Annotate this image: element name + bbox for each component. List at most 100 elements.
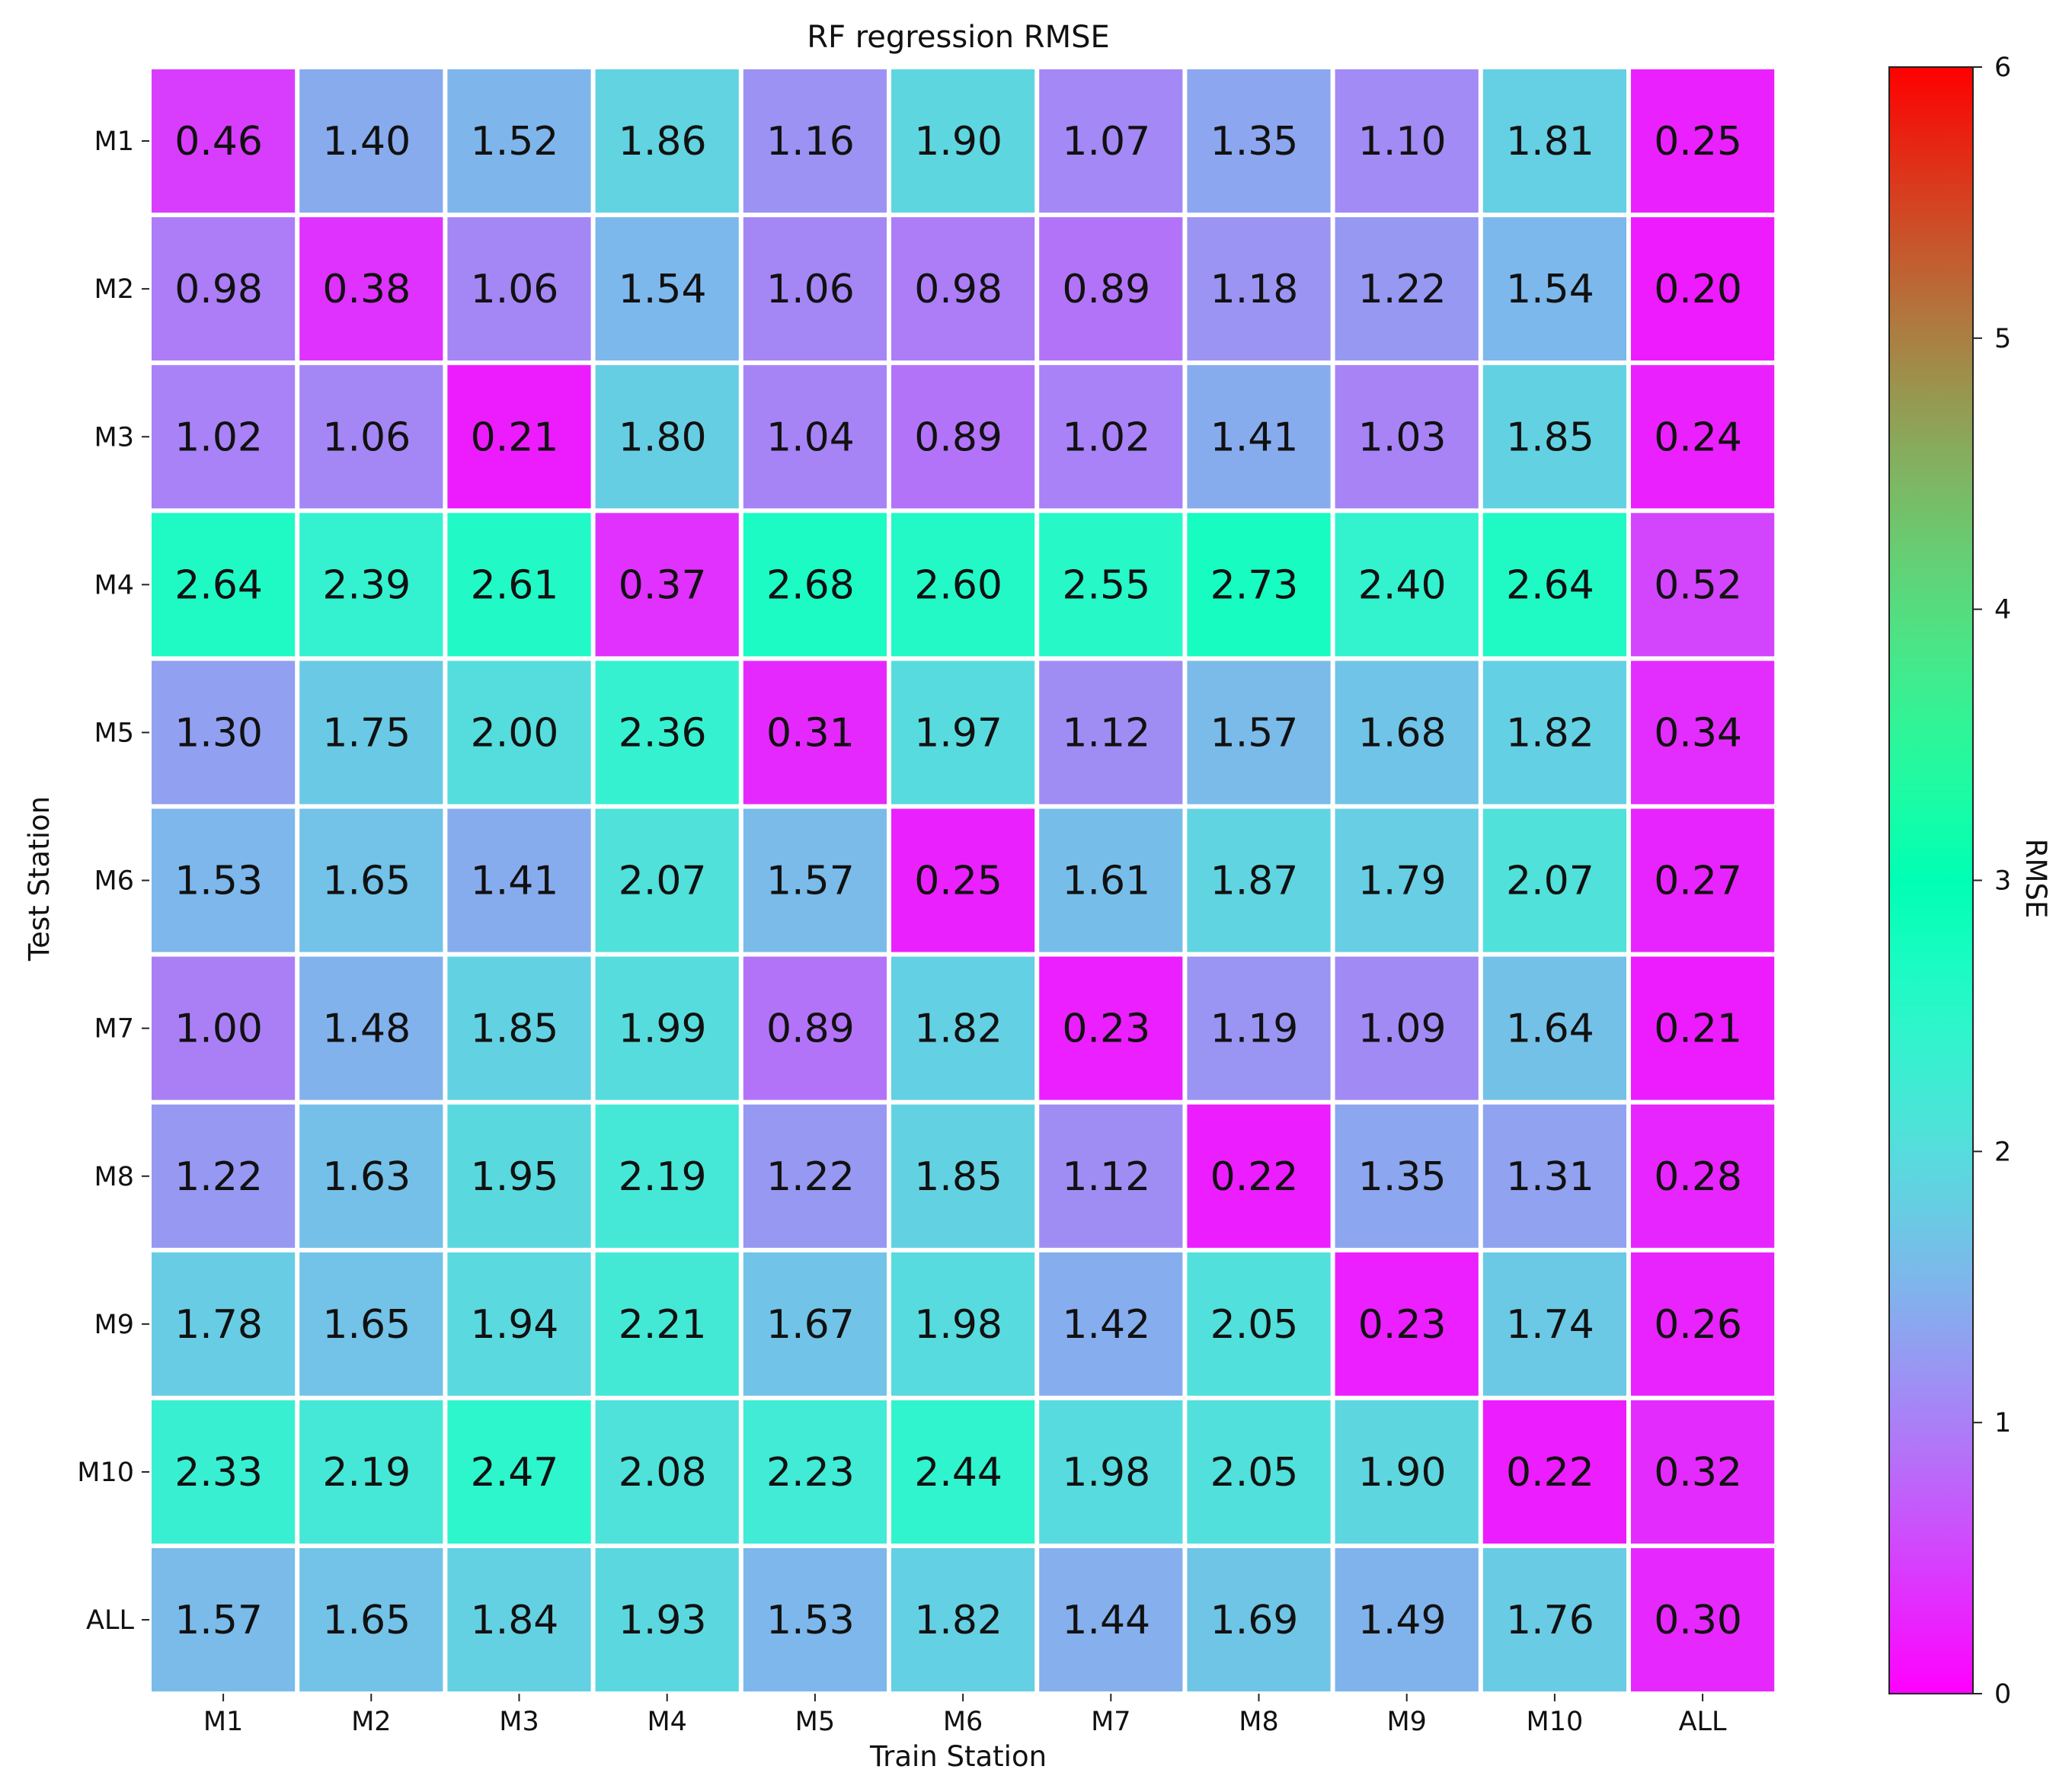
heatmap-cell xyxy=(1187,956,1331,1100)
heatmap-cell xyxy=(299,1548,443,1692)
heatmap-cell xyxy=(891,808,1035,952)
cell-value-label: 0.46 xyxy=(174,119,263,165)
y-tick-label: M8 xyxy=(94,1162,134,1192)
x-tick-label: M6 xyxy=(943,1707,983,1737)
cell-value-label: 1.00 xyxy=(174,1006,263,1052)
heatmap-cell xyxy=(891,1252,1035,1396)
cell-value-label: 0.26 xyxy=(1654,1302,1742,1348)
heatmap-cell xyxy=(447,1104,591,1248)
heatmap-cell xyxy=(1335,1252,1479,1396)
heatmap-cell xyxy=(1631,513,1775,657)
colorbar-tick-label: 5 xyxy=(1994,324,2011,354)
heatmap-cell xyxy=(1482,1548,1626,1692)
heatmap-cell xyxy=(1631,956,1775,1100)
cell-value-label: 0.32 xyxy=(1654,1450,1742,1496)
heatmap-cell xyxy=(1335,365,1479,509)
heatmap-cell xyxy=(152,661,296,805)
cell-value-label: 2.64 xyxy=(1506,562,1594,608)
heatmap-cell xyxy=(1039,661,1183,805)
heatmap-cell xyxy=(152,1548,296,1692)
cell-value-label: 2.19 xyxy=(619,1154,707,1200)
heatmap-cell xyxy=(595,513,739,657)
cell-value-label: 1.54 xyxy=(1506,267,1594,312)
cell-value-label: 1.22 xyxy=(766,1154,855,1200)
cell-value-label: 2.44 xyxy=(914,1450,1002,1496)
heatmap-cell xyxy=(299,956,443,1100)
cell-value-label: 2.47 xyxy=(471,1450,559,1496)
cell-value-label: 1.16 xyxy=(766,119,855,165)
x-tick-label: M8 xyxy=(1239,1707,1278,1737)
y-axis-label: Test Station xyxy=(23,796,56,961)
x-tick-label: M9 xyxy=(1386,1707,1426,1737)
heatmap-cell xyxy=(743,1252,887,1396)
cell-value-label: 1.48 xyxy=(322,1006,411,1052)
x-tick-label: M4 xyxy=(647,1707,686,1737)
heatmap-cell xyxy=(595,1548,739,1692)
heatmap-cell xyxy=(595,1104,739,1248)
cell-value-label: 1.22 xyxy=(1358,267,1447,312)
cell-value-label: 0.89 xyxy=(914,414,1002,460)
colorbar-tick-label: 1 xyxy=(1994,1408,2011,1438)
cell-value-label: 0.20 xyxy=(1654,267,1742,312)
cell-value-label: 1.98 xyxy=(914,1302,1002,1348)
cell-value-label: 1.78 xyxy=(174,1302,263,1348)
heatmap-cell xyxy=(1335,661,1479,805)
cell-value-label: 1.85 xyxy=(914,1154,1002,1200)
heatmap-cell xyxy=(743,808,887,952)
cell-value-label: 2.40 xyxy=(1358,562,1447,608)
cell-value-label: 1.30 xyxy=(174,710,263,756)
cell-value-label: 1.12 xyxy=(1062,1154,1150,1200)
heatmap-cell xyxy=(1482,365,1626,509)
heatmap-cell xyxy=(299,513,443,657)
colorbar-label: RMSE xyxy=(2019,839,2052,919)
cell-value-label: 1.52 xyxy=(471,119,559,165)
x-tick-label: M5 xyxy=(795,1707,835,1737)
cell-value-label: 1.95 xyxy=(471,1154,559,1200)
cell-value-label: 0.21 xyxy=(1654,1006,1742,1052)
heatmap-cell xyxy=(1335,1400,1479,1544)
cell-value-label: 1.57 xyxy=(766,859,855,904)
cell-value-label: 1.93 xyxy=(619,1598,707,1643)
heatmap-cell xyxy=(299,217,443,361)
heatmap-cell xyxy=(1187,217,1331,361)
cell-value-label: 1.42 xyxy=(1062,1302,1150,1348)
heatmap-cell xyxy=(299,1252,443,1396)
colorbar-gradient xyxy=(1888,66,1974,1694)
heatmap-cell xyxy=(1335,956,1479,1100)
cell-value-label: 2.23 xyxy=(766,1450,855,1496)
cell-value-label: 0.27 xyxy=(1654,859,1742,904)
heatmap-cell xyxy=(1187,661,1331,805)
cell-value-label: 0.31 xyxy=(766,710,855,756)
cell-value-label: 1.40 xyxy=(322,119,411,165)
heatmap-cell xyxy=(1631,365,1775,509)
heatmap-cell xyxy=(152,217,296,361)
cell-value-label: 1.61 xyxy=(1062,859,1150,904)
cell-value-label: 2.55 xyxy=(1062,562,1150,608)
y-tick-label: M3 xyxy=(94,422,134,453)
y-tick-label: M2 xyxy=(94,274,134,305)
heatmap-cell xyxy=(1039,1400,1183,1544)
heatmap-cell xyxy=(1039,956,1183,1100)
heatmap-cell xyxy=(1631,1400,1775,1544)
colorbar-tick-label: 3 xyxy=(1994,866,2011,897)
cell-value-label: 1.18 xyxy=(1210,267,1299,312)
y-tick-label: M9 xyxy=(94,1310,134,1340)
cell-value-label: 0.89 xyxy=(1062,267,1150,312)
cell-value-label: 0.23 xyxy=(1358,1302,1447,1348)
heatmap-cells: 0.46 1.40 1.52 1.86 1.16 1.90 1.07 1.35 1.10 1.81… xyxy=(152,69,1775,1692)
heatmap-cell xyxy=(1187,1252,1331,1396)
heatmap-cell xyxy=(299,661,443,805)
cell-value-label: 0.38 xyxy=(322,267,411,312)
heatmap-cell xyxy=(1187,808,1331,952)
cell-value-label: 1.84 xyxy=(471,1598,559,1643)
heatmap-cell xyxy=(1482,1104,1626,1248)
heatmap-cell xyxy=(1482,217,1626,361)
cell-value-label: 1.75 xyxy=(322,710,411,756)
heatmap-cell xyxy=(595,217,739,361)
heatmap-cell xyxy=(447,1252,591,1396)
cell-value-label: 1.12 xyxy=(1062,710,1150,756)
cell-value-label: 0.98 xyxy=(174,267,263,312)
x-axis-label: Train Station xyxy=(869,1740,1047,1773)
cell-value-label: 1.57 xyxy=(174,1598,263,1643)
